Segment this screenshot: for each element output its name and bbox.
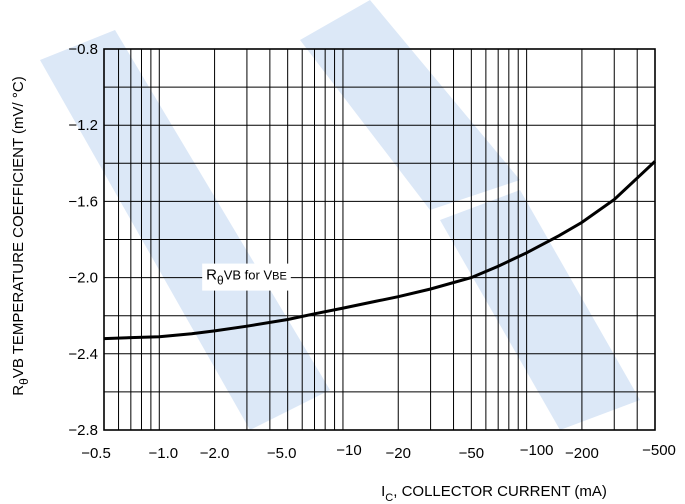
y-tick-label-5: −2.8 — [68, 422, 98, 439]
y-tick-label-3: −2.0 — [68, 270, 98, 287]
series-line — [103, 160, 657, 341]
watermark-stroke-2 — [300, 0, 520, 210]
y-tick-label-2: −1.6 — [68, 193, 98, 210]
x-tick-label-0: −0.5 — [81, 445, 111, 462]
x-axis-label-rest: , COLLECTOR CURRENT (mA) — [393, 483, 607, 500]
annotations: RθVB for VBE — [202, 263, 291, 291]
x-tick-label-4: −10 — [336, 442, 361, 459]
x-tick-label-3: −5.0 — [267, 445, 297, 462]
y-tick-labels: −0.8 −1.2 −1.6 −2.0 −2.4 −2.8 — [68, 41, 98, 439]
x-tick-label-8: −200 — [565, 445, 599, 462]
x-tick-label-7: −100 — [520, 442, 554, 459]
annotation-0: RθVB for VBE — [206, 267, 287, 288]
x-tick-label-6: −50 — [459, 445, 484, 462]
annotation-0-part-1: θ — [217, 274, 224, 288]
y-tick-label-0: −0.8 — [68, 41, 98, 58]
watermark-logo — [40, 0, 640, 430]
grid — [104, 49, 655, 430]
x-tick-label-1: −1.0 — [148, 445, 178, 462]
watermark-stroke-1 — [40, 30, 330, 430]
x-axis-label: IC, COLLECTOR CURRENT (mA) — [381, 483, 607, 504]
x-tick-labels: −0.5 −1.0 −2.0 −5.0 −10 −20 −50 −100 −200 −500 — [81, 442, 676, 462]
annotation-0-part-3: BE — [272, 271, 287, 283]
y-tick-label-4: −2.4 — [68, 346, 98, 363]
watermark-stroke-3 — [440, 190, 640, 430]
y-axis-label-main: R — [10, 385, 27, 396]
x-tick-label-9: −500 — [642, 442, 676, 459]
plot-frame — [103, 48, 656, 431]
x-axis-label-sub: C — [385, 492, 393, 504]
annotation-0-part-2: VB for V — [224, 268, 273, 283]
y-axis-label-rest: VB TEMPERATURE COEFFICIENT (mV/ °C) — [10, 76, 27, 378]
x-axis-label-main: I — [381, 483, 385, 500]
annotation-background-0 — [202, 263, 291, 291]
y-axis-label-sub: θ — [17, 378, 31, 385]
y-tick-label-1: −1.2 — [68, 117, 98, 134]
x-tick-label-2: −2.0 — [200, 445, 230, 462]
annotation-0-part-0: R — [206, 267, 217, 284]
x-tick-label-5: −20 — [386, 445, 411, 462]
y-axis-label: RθVB TEMPERATURE COEFFICIENT (mV/ °C) — [10, 76, 31, 395]
